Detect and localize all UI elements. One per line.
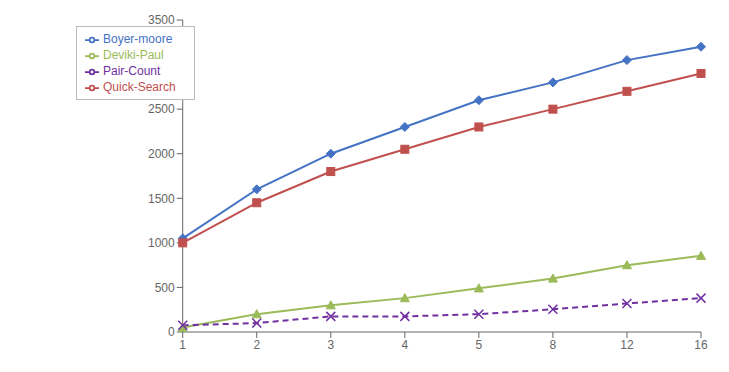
svg-text:1: 1 (179, 338, 186, 352)
svg-text:0: 0 (168, 325, 175, 339)
svg-text:1000: 1000 (148, 236, 175, 250)
svg-text:3: 3 (327, 338, 334, 352)
svg-text:3000: 3000 (148, 58, 175, 72)
svg-text:8: 8 (550, 338, 557, 352)
svg-text:2: 2 (253, 338, 260, 352)
svg-text:1500: 1500 (148, 192, 175, 206)
svg-text:4: 4 (401, 338, 408, 352)
svg-text:2000: 2000 (148, 147, 175, 161)
svg-text:3500: 3500 (148, 13, 175, 27)
svg-text:12: 12 (620, 338, 634, 352)
html-text:Boyer-moore: Boyer-moore (103, 32, 173, 46)
html-text:Quick-Search: Quick-Search (103, 80, 176, 94)
svg-text:16: 16 (694, 338, 708, 352)
html-text:Deviki-Paul: Deviki-Paul (103, 48, 164, 62)
svg-text:5: 5 (476, 338, 483, 352)
svg-text:2500: 2500 (148, 102, 175, 116)
svg-text:500: 500 (155, 281, 175, 295)
html-text:Pair-Count: Pair-Count (103, 64, 161, 78)
